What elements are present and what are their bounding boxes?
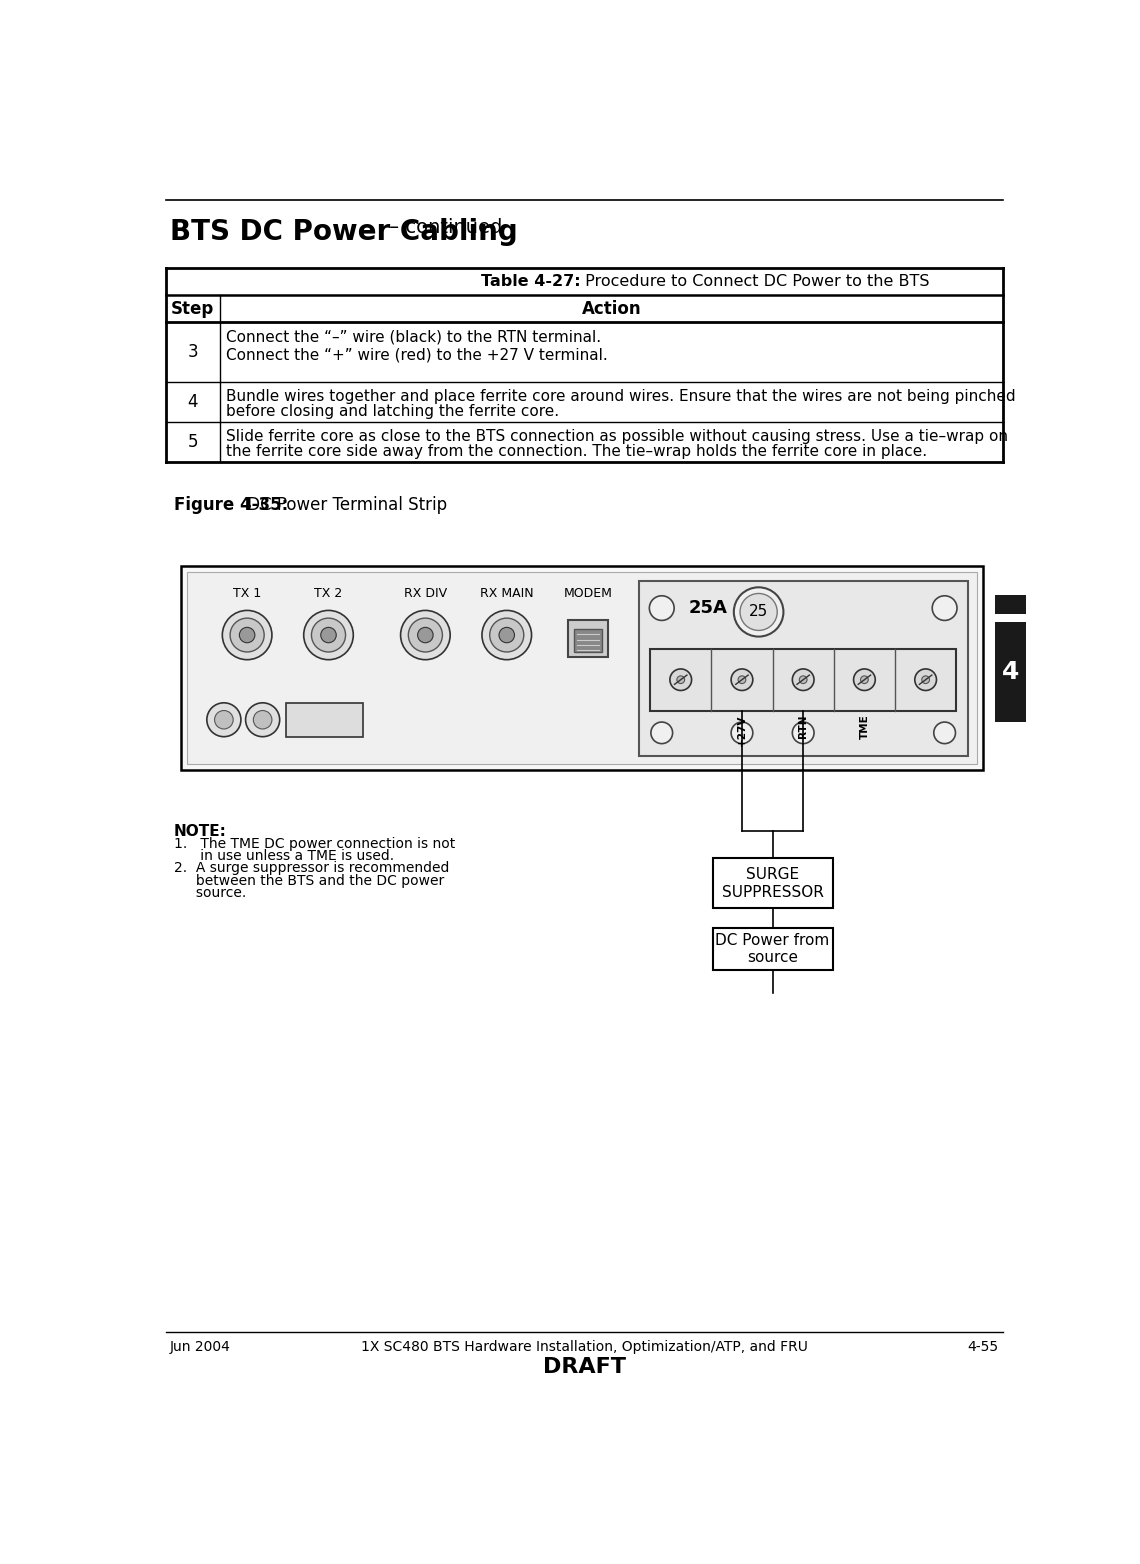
Circle shape	[499, 627, 514, 643]
Text: Bundle wires together and place ferrite core around wires. Ensure that the wires: Bundle wires together and place ferrite …	[226, 389, 1016, 405]
Circle shape	[651, 723, 673, 743]
Bar	[181, 566, 984, 769]
Text: SURGE
SUPPRESSOR: SURGE SUPPRESSOR	[722, 866, 823, 899]
Circle shape	[400, 610, 450, 660]
Circle shape	[670, 669, 692, 690]
Circle shape	[854, 669, 876, 690]
Text: 1X SC480 BTS Hardware Installation, Optimization/ATP, and FRU: 1X SC480 BTS Hardware Installation, Opti…	[361, 1340, 807, 1354]
Circle shape	[303, 610, 353, 660]
Circle shape	[490, 618, 523, 652]
Bar	[187, 572, 977, 763]
Circle shape	[934, 723, 955, 743]
Circle shape	[408, 618, 442, 652]
Text: between the BTS and the DC power: between the BTS and the DC power	[173, 874, 443, 888]
Circle shape	[482, 610, 531, 660]
Text: TX 2: TX 2	[315, 588, 343, 601]
Circle shape	[731, 669, 752, 690]
Bar	[650, 649, 956, 710]
Text: Connect the “–” wire (black) to the RTN terminal.: Connect the “–” wire (black) to the RTN …	[226, 330, 601, 344]
Circle shape	[914, 669, 936, 690]
Text: the ferrite core side away from the connection. The tie–wrap holds the ferrite c: the ferrite core side away from the conn…	[226, 444, 927, 460]
Text: MODEM: MODEM	[563, 588, 612, 601]
Circle shape	[792, 723, 814, 743]
Text: – continued: – continued	[383, 217, 502, 236]
Text: source.: source.	[173, 887, 246, 899]
Text: DRAFT: DRAFT	[543, 1358, 626, 1378]
Circle shape	[738, 676, 746, 683]
Bar	[638, 582, 968, 755]
Circle shape	[731, 723, 752, 743]
Text: before closing and latching the ferrite core.: before closing and latching the ferrite …	[226, 404, 560, 419]
Circle shape	[734, 588, 783, 637]
Circle shape	[677, 676, 685, 683]
Text: Figure 4-35:: Figure 4-35:	[173, 496, 287, 515]
Bar	[995, 622, 1026, 723]
Circle shape	[206, 702, 241, 737]
Text: 4: 4	[1002, 660, 1019, 683]
Text: Procedure to Connect DC Power to the BTS: Procedure to Connect DC Power to the BTS	[580, 274, 930, 289]
Text: Step: Step	[171, 300, 214, 317]
Text: 4-55: 4-55	[968, 1340, 999, 1354]
Text: 1.   The TME DC power connection is not: 1. The TME DC power connection is not	[173, 837, 455, 851]
Circle shape	[320, 627, 336, 643]
Circle shape	[922, 676, 929, 683]
Circle shape	[311, 618, 345, 652]
Text: Table 4-27:: Table 4-27:	[481, 274, 580, 289]
Circle shape	[650, 596, 674, 621]
Circle shape	[861, 676, 869, 683]
Bar	[568, 619, 609, 657]
Circle shape	[792, 669, 814, 690]
Circle shape	[417, 627, 433, 643]
Text: Slide ferrite core as close to the BTS connection as possible without causing st: Slide ferrite core as close to the BTS c…	[226, 430, 1008, 444]
Bar	[995, 594, 1026, 615]
Text: +27V: +27V	[736, 715, 747, 746]
Bar	[712, 859, 832, 909]
Bar	[712, 927, 832, 970]
Bar	[286, 702, 364, 737]
Text: 2.  A surge suppressor is recommended: 2. A surge suppressor is recommended	[173, 862, 449, 876]
Text: Action: Action	[581, 300, 641, 317]
Circle shape	[222, 610, 272, 660]
Text: DC Power Terminal Strip: DC Power Terminal Strip	[242, 496, 447, 515]
Text: RX DIV: RX DIV	[404, 588, 447, 601]
Text: DC Power from
source: DC Power from source	[716, 932, 830, 965]
Circle shape	[799, 676, 807, 683]
Bar	[575, 629, 602, 652]
Text: Connect the “+” wire (red) to the +27 V terminal.: Connect the “+” wire (red) to the +27 V …	[226, 347, 608, 363]
Circle shape	[245, 702, 279, 737]
Text: 3: 3	[188, 343, 198, 361]
Text: TX 1: TX 1	[233, 588, 261, 601]
Text: BTS DC Power Cabling: BTS DC Power Cabling	[170, 217, 518, 246]
Circle shape	[239, 627, 255, 643]
Text: 4: 4	[188, 393, 198, 411]
Text: RTN: RTN	[798, 715, 808, 738]
Text: TME: TME	[860, 715, 870, 740]
Circle shape	[933, 596, 956, 621]
Text: 25A: 25A	[689, 599, 727, 618]
Circle shape	[214, 710, 234, 729]
Text: in use unless a TME is used.: in use unless a TME is used.	[173, 849, 393, 863]
Circle shape	[230, 618, 264, 652]
Text: RX MAIN: RX MAIN	[480, 588, 534, 601]
Text: 5: 5	[188, 433, 198, 450]
Circle shape	[740, 593, 777, 630]
Text: 25: 25	[749, 604, 768, 619]
Text: NOTE:: NOTE:	[173, 824, 227, 838]
Circle shape	[253, 710, 272, 729]
Text: Jun 2004: Jun 2004	[170, 1340, 230, 1354]
